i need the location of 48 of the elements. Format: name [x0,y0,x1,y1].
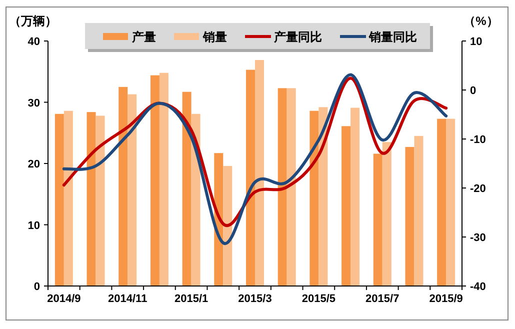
y2-axis-title: （%） [464,14,498,28]
y2-tick-label: -20 [470,183,486,195]
y2-tick-label: 10 [470,36,482,48]
legend-label: 产量 [131,30,156,44]
y2-tick-label: -40 [470,281,486,293]
bar [118,86,128,286]
x-tick-label: 2014/11 [108,293,148,305]
y-axis-title: （万辆） [9,14,57,28]
bar [437,118,446,286]
bar [286,88,296,286]
bar [278,88,287,286]
x-tick-label: 2014/9 [47,293,81,305]
legend-label: 销量 [202,30,227,44]
bar [128,94,137,286]
y2-tick-label: 0 [470,85,476,97]
bar [223,166,232,286]
y-tick-label: 40 [28,36,40,48]
bar [54,114,64,286]
bar [373,154,382,286]
bar [405,146,414,286]
y-tick-label: 30 [28,97,40,110]
bar [382,142,392,286]
bar [96,116,105,286]
y2-tick-label: -10 [470,134,486,146]
bar [182,92,192,286]
y-tick-label: 0 [34,281,40,293]
legend-label: 销量同比 [368,30,417,44]
bar [246,70,255,286]
y2-tick-label: -30 [470,232,486,244]
bar [159,72,168,286]
bar [350,108,360,286]
x-tick-label: 2015/7 [366,293,400,305]
y-tick-label: 20 [28,158,40,170]
bar [318,107,328,286]
y-tick-label: 10 [28,220,40,232]
bar [310,110,319,286]
legend-label: 产量同比 [273,30,322,44]
bar [446,118,456,286]
bar [150,75,160,286]
bar [414,136,424,286]
bar [342,126,351,286]
x-tick-label: 2015/3 [238,293,272,305]
x-tick-label: 2015/9 [429,293,463,305]
bar [64,110,73,286]
x-tick-label: 2015/1 [174,293,208,305]
bar [86,112,96,286]
x-tick-label: 2015/5 [302,293,336,305]
bar [255,60,264,286]
